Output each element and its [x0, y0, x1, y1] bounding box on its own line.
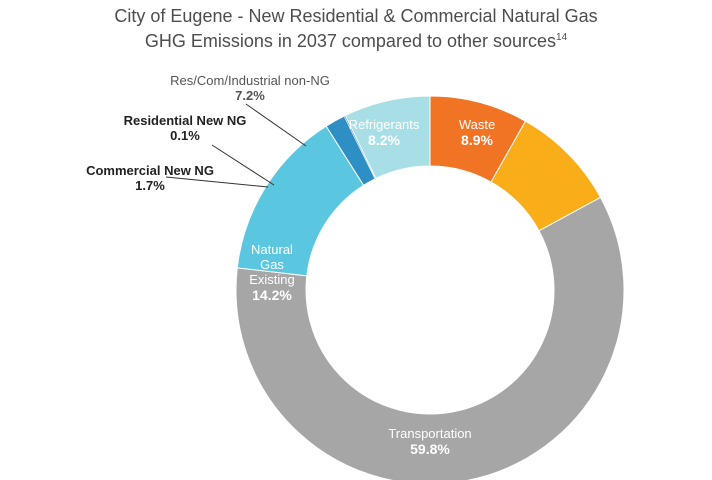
chart-title-line-1: City of Eugene - New Residential & Comme…: [114, 6, 598, 26]
leader-line-residential-new-ng: [211, 144, 275, 186]
label-res-com-industrial-non-ng: Res/Com/Industrial non-NG 7.2%: [150, 73, 350, 103]
label-residential-new-ng-value: 0.1%: [170, 128, 200, 143]
label-residential-new-ng: Residential New NG 0.1%: [100, 113, 270, 143]
slice-label-refrigerants-value: 8.2%: [368, 132, 400, 148]
slice-label-natural-gas-existing-name-1: Gas: [260, 257, 284, 272]
slice-label-transportation-value: 59.8%: [410, 441, 450, 457]
slice-label-natural-gas-existing-name-2: Existing: [249, 272, 295, 287]
slice-label-natural-gas-existing-value: 14.2%: [252, 287, 292, 303]
label-res-com-industrial-non-ng-name: Res/Com/Industrial non-NG: [170, 73, 330, 88]
chart-title: City of Eugene - New Residential & Comme…: [0, 4, 712, 54]
slice-label-waste-name-0: Waste: [459, 117, 495, 132]
slice-transportation: [235, 196, 625, 480]
leader-line-commercial-new-ng: [165, 176, 269, 188]
leader-line-res-com-industrial-non-ng: [245, 103, 307, 147]
chart-title-line-2-text: GHG Emissions in 2037 compared to other …: [144, 31, 557, 51]
slice-label-waste-value: 8.9%: [461, 132, 493, 148]
title-footnote-marker: 14: [556, 32, 568, 43]
slice-res-com-industrial-non-ng: [344, 95, 431, 180]
label-commercial-new-ng: Commercial New NG 1.7%: [65, 163, 235, 193]
slice-label-transportation-name-0: Transportation: [388, 426, 471, 441]
label-residential-new-ng-name: Residential New NG: [123, 113, 247, 128]
slice-label-refrigerants-name-0: Refrigerants: [349, 117, 420, 132]
slice-label-natural-gas-existing-name-0: Natural: [251, 242, 293, 257]
chart-title-line-2: GHG Emissions in 2037 compared to other …: [0, 29, 712, 54]
label-commercial-new-ng-name: Commercial New NG: [86, 163, 214, 178]
label-res-com-industrial-non-ng-value: 7.2%: [235, 88, 265, 103]
label-commercial-new-ng-value: 1.7%: [135, 178, 165, 193]
